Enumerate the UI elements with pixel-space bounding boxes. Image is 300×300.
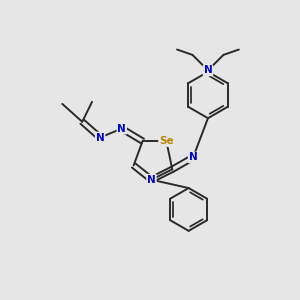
Text: N: N (189, 152, 197, 162)
Text: N: N (96, 133, 104, 142)
Text: N: N (204, 65, 212, 75)
Text: Se: Se (159, 136, 174, 146)
Text: N: N (117, 124, 126, 134)
Text: N: N (147, 175, 156, 185)
